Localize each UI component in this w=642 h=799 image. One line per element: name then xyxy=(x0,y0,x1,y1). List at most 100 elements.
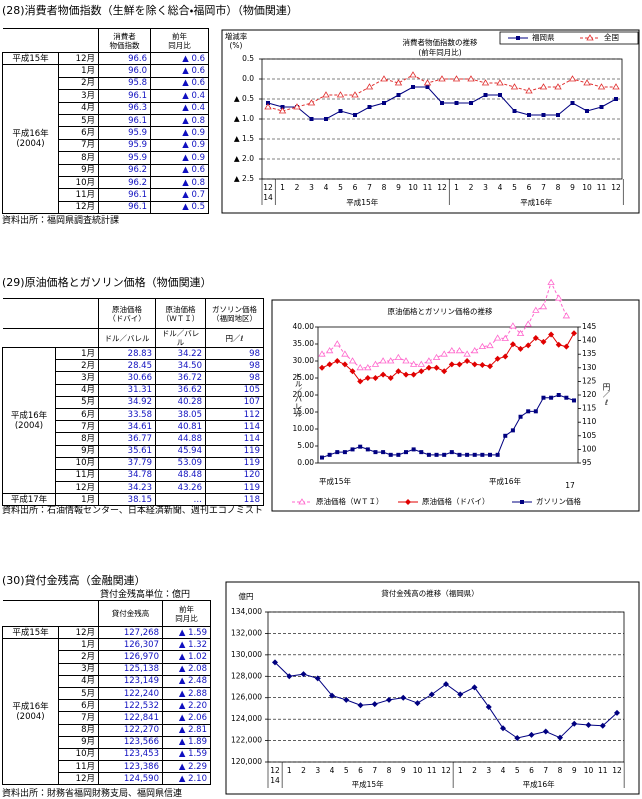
data-point xyxy=(404,450,408,455)
data-point xyxy=(433,364,440,371)
data-point xyxy=(480,452,485,457)
y-tick-label: 122,000 xyxy=(231,736,262,745)
x-tick-label: 12 xyxy=(611,183,621,192)
data-point xyxy=(394,79,403,86)
legend-label: 原油価格（ドバイ） xyxy=(422,496,490,506)
legend-marker xyxy=(520,500,524,504)
header-row: 貸付金残高 前年 同月比 xyxy=(2,600,211,627)
data-point xyxy=(353,113,357,117)
series-line xyxy=(321,394,575,459)
x-tick-label: 2 xyxy=(301,766,306,775)
data-point xyxy=(314,675,321,682)
data-point xyxy=(464,358,471,364)
data-point xyxy=(319,364,325,371)
data-point xyxy=(514,735,521,741)
data-point xyxy=(479,361,486,368)
data-point xyxy=(438,75,446,82)
data-point xyxy=(612,83,620,90)
legend-marker xyxy=(298,498,306,505)
year-label: 平成16年 xyxy=(12,129,49,140)
year-label: 平成16年 xyxy=(10,410,48,421)
data-row: 6月 122,532 ▲ 2.20 xyxy=(3,699,211,713)
x-tick-label: 3 xyxy=(309,183,314,192)
x-tick-label: 7 xyxy=(541,183,546,192)
x-tick-label: 7 xyxy=(372,766,377,775)
data-point xyxy=(342,450,347,455)
data-point xyxy=(541,395,546,400)
year-cell: 平成16年 (2004) xyxy=(2,346,56,495)
x-tick-label: 10 xyxy=(584,766,594,775)
data-point xyxy=(568,75,577,82)
y-axis-label: 増減率 xyxy=(225,31,248,41)
value-cell: 96.2 xyxy=(98,175,151,190)
x-tick-label: 3 xyxy=(315,766,320,775)
data-row: 平成17年 1月 38.15… 118 xyxy=(2,493,264,507)
data-point xyxy=(410,371,417,378)
data-point xyxy=(555,341,562,348)
y2-tick-label: 120 xyxy=(582,390,597,399)
x-tick-label: 5 xyxy=(512,183,517,192)
series-line xyxy=(321,333,575,383)
data-point xyxy=(525,87,533,94)
x-tick-label: 9 xyxy=(572,766,577,775)
data-point xyxy=(452,75,461,82)
data-point xyxy=(286,673,293,680)
data-point xyxy=(365,83,374,90)
data-point xyxy=(387,357,395,364)
data-point xyxy=(448,361,455,368)
data-point xyxy=(478,342,487,350)
data-point xyxy=(500,725,506,732)
y-tick-label: 0.00 xyxy=(297,458,314,467)
data-point xyxy=(599,722,606,729)
header-blank xyxy=(2,298,99,329)
data-point xyxy=(341,350,349,357)
year-label: 平成17年 xyxy=(10,494,48,505)
x-group-label: 平成16年 xyxy=(523,779,556,789)
data-point xyxy=(358,444,363,449)
x-tick-label: 12 xyxy=(263,183,273,192)
data-table: 原油価格 （ドバイ） 原油価格 （ＷＴＩ） ガソリン価格 （福岡地区） ドル／バレルド… xyxy=(2,298,264,507)
data-point xyxy=(396,452,401,457)
data-row: 5月 122,240 ▲ 2.88 xyxy=(3,686,211,701)
data-point xyxy=(307,99,316,106)
y2-tick-label: 125 xyxy=(582,376,597,385)
data-row: 平成15年 12月 127,268 ▲ 1.59 xyxy=(2,625,211,640)
data-table: 消費者 物価指数 前年 同月比 平成15年 12月 96.6 ▲ 0.6 平成16年 (200… xyxy=(2,28,209,215)
data-point xyxy=(428,691,435,698)
section-title: (28)消費者物価指数（生鮮を除く総合・福岡市）（物価関連） xyxy=(2,4,298,17)
data-point xyxy=(411,85,415,89)
data-row: 平成16年 (2004) 1月 96.0 ▲ 0.6 xyxy=(2,64,209,215)
data-point xyxy=(541,113,546,117)
data-point xyxy=(525,342,532,349)
y2-tick-label: 145 xyxy=(582,322,597,331)
data-point xyxy=(509,322,517,329)
data-point xyxy=(425,364,432,371)
x-group-label: 平成15年 xyxy=(319,476,352,486)
data-point xyxy=(528,731,535,738)
month-cell: 11月 xyxy=(58,188,99,202)
value-cell: ▲ 0.9 xyxy=(150,138,209,153)
data-point xyxy=(371,701,378,708)
data-point xyxy=(487,363,493,370)
data-point xyxy=(417,360,425,367)
x-tick-label: 10 xyxy=(413,766,423,775)
x-tick-label: 11 xyxy=(597,183,607,192)
x-group-label: 平成15年 xyxy=(346,197,379,207)
x-tick-label: 7 xyxy=(367,183,372,192)
x-group-label: 14 xyxy=(263,193,273,202)
x-tick-label: 3 xyxy=(486,766,491,775)
data-point xyxy=(426,452,431,457)
data-point xyxy=(585,722,592,729)
y2-tick-label: 135 xyxy=(582,349,597,358)
data-table: 貸付金残高 前年 同月比 平成15年 12月 127,268 ▲ 1.59 平成16年 (20… xyxy=(2,600,211,786)
y-tick-label: 25.00 xyxy=(293,373,315,382)
x-tick-label: 4 xyxy=(498,183,503,192)
data-point xyxy=(441,368,448,375)
year-cell: 平成17年 xyxy=(2,493,56,507)
year-sublabel: (2004) xyxy=(14,420,44,431)
data-point xyxy=(510,428,515,433)
year-label: 平成16年 xyxy=(12,701,49,712)
y2-tick-label: 130 xyxy=(582,363,597,372)
x-group-label: 17 xyxy=(565,481,575,490)
data-point xyxy=(512,109,517,113)
